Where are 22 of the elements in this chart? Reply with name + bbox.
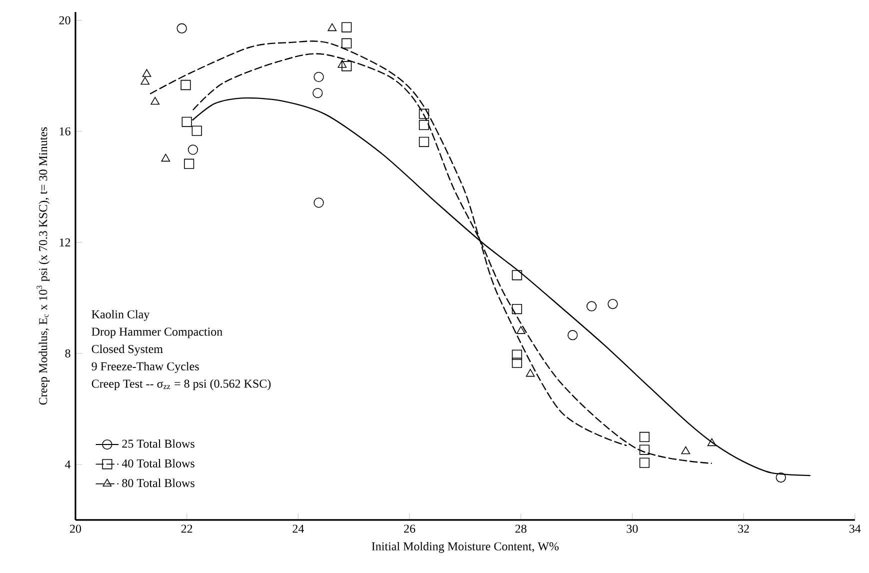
x-tick-label: 32 xyxy=(738,524,749,533)
y-tick-label: 20 xyxy=(59,16,70,24)
x-axis-title: Initial Molding Moisture Content, W% xyxy=(372,542,559,553)
annotation: Creep Test -- σ$_{zz}$ = 8 psi (0.562 KSC) xyxy=(92,379,271,390)
y-tick-label: 4 xyxy=(64,460,71,468)
legend-label: 80 Total Blows xyxy=(122,478,194,488)
x-tick-label: 26 xyxy=(404,524,416,533)
annotation: Closed System xyxy=(92,344,163,356)
legend-label: 40 Total Blows xyxy=(122,459,194,468)
annotation: Kaolin Clay xyxy=(92,310,150,321)
legend-label: 25 Total Blows xyxy=(122,439,194,448)
y-tick-label: 12 xyxy=(60,238,70,246)
x-tick-label: 28 xyxy=(515,524,526,533)
y-axis-title: Creep Modulus, E$_{c}$ x 10$^{3}$ psi (x 70.3 KSC), t= 30 Minutes xyxy=(36,127,50,405)
y-tick-label: 16 xyxy=(60,127,70,136)
x-tick-label: 22 xyxy=(181,524,192,533)
x-tick-label: 30 xyxy=(626,524,638,533)
annotation: Drop Hammer Compaction xyxy=(92,328,222,338)
x-tick-label: 34 xyxy=(849,524,861,533)
y-tick-label: 8 xyxy=(65,349,70,358)
x-tick-label: 24 xyxy=(292,524,304,533)
annotation: 9 Freeze-Thaw Cycles xyxy=(92,362,199,373)
